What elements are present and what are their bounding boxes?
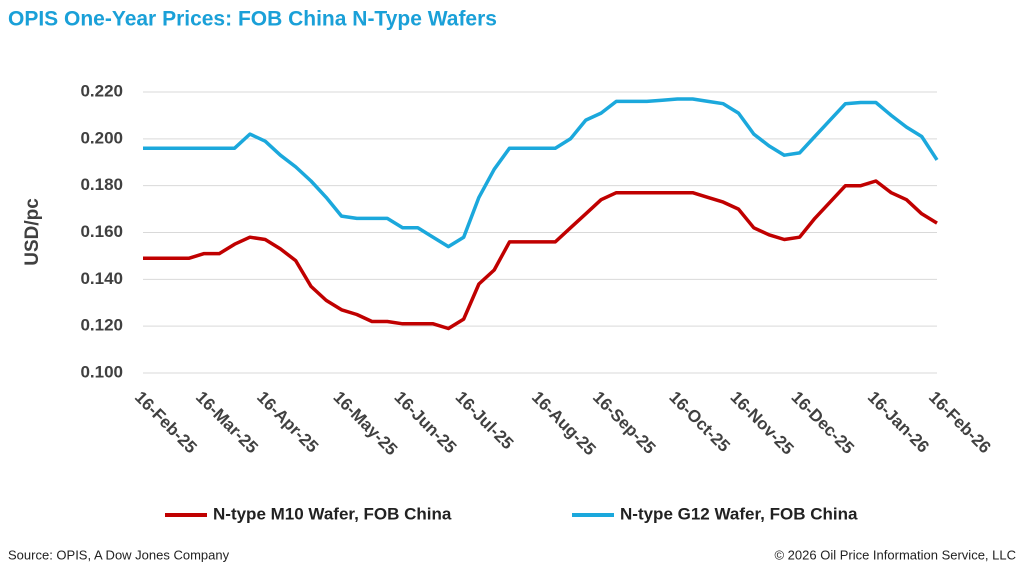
x-tick-label: 16-Jun-25 [391, 388, 461, 458]
legend-label: N-type G12 Wafer, FOB China [620, 504, 858, 523]
x-tick-label: 16-Dec-25 [788, 388, 858, 458]
y-tick-label: 0.180 [80, 175, 123, 194]
y-tick-label: 0.120 [80, 316, 123, 335]
x-tick-label: 16-Oct-25 [665, 388, 733, 456]
x-tick-label: 16-Jan-26 [864, 388, 933, 457]
x-tick-label: 16-Jul-25 [452, 388, 518, 454]
source-note: Source: OPIS, A Dow Jones Company [8, 547, 230, 562]
series-line [143, 97, 939, 249]
y-tick-label: 0.220 [80, 81, 123, 100]
x-tick-label: 16-May-25 [330, 388, 402, 460]
y-axis-label: USD/pc [22, 198, 43, 266]
x-tick-label: 16-Sep-25 [589, 388, 659, 458]
series-line [143, 179, 938, 331]
y-tick-label: 0.200 [80, 128, 123, 147]
legend-label: N-type M10 Wafer, FOB China [213, 504, 452, 523]
x-tick-label: 16-Mar-25 [192, 388, 262, 458]
x-tick-label: 16-Apr-25 [253, 388, 322, 457]
y-tick-label: 0.100 [80, 362, 123, 381]
x-tick-label: 16-Aug-25 [528, 388, 600, 460]
x-tick-label: 16-Nov-25 [727, 388, 798, 459]
x-tick-label: 16-Feb-25 [131, 388, 201, 458]
y-tick-label: 0.140 [80, 269, 123, 288]
copyright-note: © 2026 Oil Price Information Service, LL… [774, 547, 1016, 562]
x-tick-label: 16-Feb-26 [925, 388, 995, 458]
y-tick-label: 0.160 [80, 222, 123, 241]
chart-title: OPIS One-Year Prices: FOB China N-Type W… [8, 8, 497, 31]
